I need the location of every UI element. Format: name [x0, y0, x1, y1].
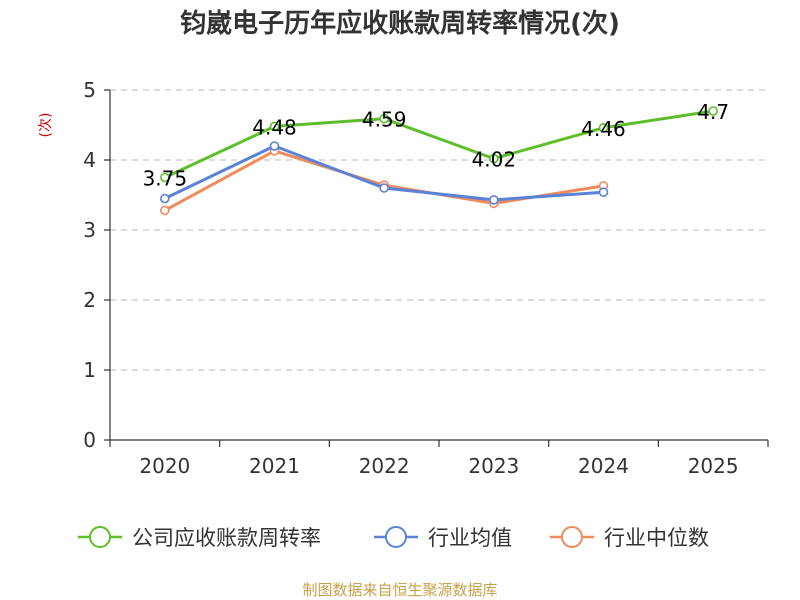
y-tick-label: 0: [83, 428, 96, 452]
source-note: 制图数据来自恒生聚源数据库: [302, 581, 497, 599]
data-point: [489, 153, 499, 164]
x-tick-label: 2024: [578, 454, 629, 478]
data-point: [269, 141, 280, 151]
data-label: 4.46: [581, 117, 626, 141]
y-tick-label: 1: [83, 358, 96, 382]
data-label: 4.02: [472, 148, 517, 172]
legend-swatch-marker: [561, 526, 583, 548]
series-lines: [160, 106, 718, 216]
grid-lines: [110, 89, 768, 371]
x-tick-label: 2022: [359, 454, 410, 478]
legend-item-1: 行业均值: [374, 526, 512, 550]
y-tick-label: 4: [83, 148, 96, 172]
series-line-0: [164, 109, 714, 179]
axes: 0 1 2 3 4 5 2020 2021 2022 2023 2024 2025: [83, 78, 769, 478]
data-point: [598, 123, 609, 133]
data-point: [708, 106, 718, 116]
legend-swatch-marker: [89, 526, 111, 548]
data-label: 4.7: [697, 100, 729, 124]
chart-title: 钧崴电子历年应收账款周转率情况(次): [180, 8, 620, 39]
legend: 公司应收账款周转率 行业均值 行业中位数: [78, 526, 709, 550]
data-labels: 3.75 4.48 4.59 4.02 4.46 4.7: [143, 100, 730, 191]
x-tick-label: 2023: [468, 454, 519, 478]
y-tick-label: 5: [83, 78, 96, 102]
legend-label: 行业均值: [428, 526, 512, 550]
data-label: 3.75: [143, 167, 188, 191]
y-axis-label: (次): [38, 113, 54, 138]
x-tick-label: 2025: [688, 454, 739, 478]
y-tick-label: 3: [83, 218, 96, 242]
data-point: [160, 205, 170, 216]
legend-item-0: 公司应收账款周转率: [78, 526, 321, 550]
data-point: [379, 113, 389, 124]
data-label: 4.59: [362, 108, 407, 132]
data-point: [160, 172, 170, 183]
data-label: 4.48: [252, 115, 297, 139]
data-point: [379, 183, 389, 193]
x-tick-label: 2020: [139, 454, 190, 478]
legend-label: 公司应收账款周转率: [132, 526, 321, 550]
data-point: [269, 121, 280, 132]
legend-swatch-marker: [385, 526, 407, 548]
data-point: [160, 193, 170, 204]
data-point: [598, 187, 609, 197]
legend-label: 行业中位数: [604, 526, 709, 550]
x-tick-label: 2021: [249, 454, 300, 478]
y-tick-label: 2: [83, 288, 96, 312]
data-point: [489, 195, 499, 205]
legend-item-2: 行业中位数: [550, 526, 709, 550]
